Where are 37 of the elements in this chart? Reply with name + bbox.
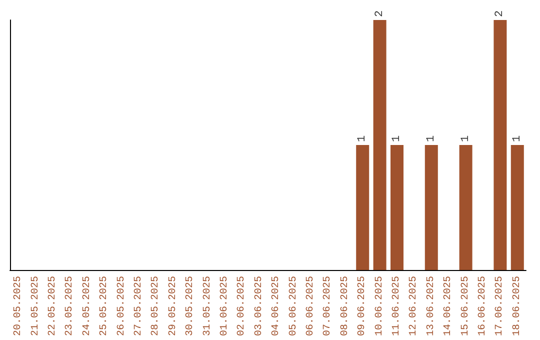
x-tick-label: 21.05.2025 (30, 276, 42, 336)
x-tick-label: 05.06.2025 (288, 276, 300, 336)
x-tick-label: 07.06.2025 (322, 276, 334, 336)
x-tick-label: 22.05.2025 (48, 276, 58, 336)
x-tick-label: 25.05.2025 (99, 276, 110, 336)
x-tick-label: 31.05.2025 (202, 276, 214, 336)
x-tick-label: 13.06.2025 (426, 276, 437, 336)
data-label: 1 (425, 135, 438, 142)
x-tick-label: 27.05.2025 (134, 276, 144, 336)
x-tick-label: 26.05.2025 (116, 276, 128, 336)
x-tick-label: 12.06.2025 (408, 276, 420, 336)
data-label: 1 (460, 135, 472, 142)
x-tick-label: 28.05.2025 (150, 276, 162, 336)
x-tick-label: 23.05.2025 (64, 276, 76, 336)
x-tick-label: 18.06.2025 (512, 276, 523, 336)
x-tick-label: 14.06.2025 (443, 276, 454, 336)
x-tick-label: 04.06.2025 (271, 276, 282, 336)
x-tick-label: 10.06.2025 (374, 276, 386, 336)
x-tick-label: 29.05.2025 (168, 276, 179, 336)
x-tick-label: 20.05.2025 (13, 276, 24, 336)
x-tick-label: 30.05.2025 (185, 276, 196, 336)
x-tick-label: 02.06.2025 (236, 276, 248, 336)
data-label: 2 (494, 10, 506, 17)
x-tick-label: 11.06.2025 (392, 276, 402, 336)
data-label: 1 (511, 135, 524, 142)
data-label: 1 (356, 135, 369, 142)
x-tick-label: 03.06.2025 (254, 276, 265, 336)
x-tick-label: 08.06.2025 (340, 276, 351, 336)
x-tick-label: 17.06.2025 (494, 276, 506, 336)
x-tick-label: 24.05.2025 (82, 276, 93, 336)
x-tick-label: 15.06.2025 (460, 276, 472, 336)
x-tick-label: 01.06.2025 (220, 276, 230, 336)
x-tick-label: 09.06.2025 (357, 276, 368, 336)
x-tick-label: 16.06.2025 (478, 276, 488, 336)
x-tick-label: 06.06.2025 (306, 276, 316, 336)
data-label: 2 (374, 10, 386, 17)
data-label: 1 (391, 135, 403, 142)
